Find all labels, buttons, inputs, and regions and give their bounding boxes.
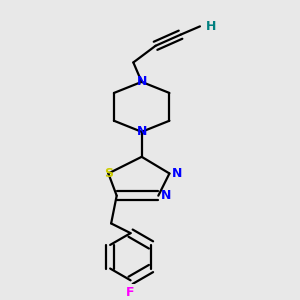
Text: N: N: [136, 125, 147, 138]
Text: N: N: [172, 167, 183, 180]
Text: S: S: [104, 167, 113, 180]
Text: N: N: [136, 75, 147, 88]
Text: N: N: [161, 189, 172, 202]
Text: F: F: [126, 286, 135, 299]
Text: H: H: [206, 20, 216, 33]
